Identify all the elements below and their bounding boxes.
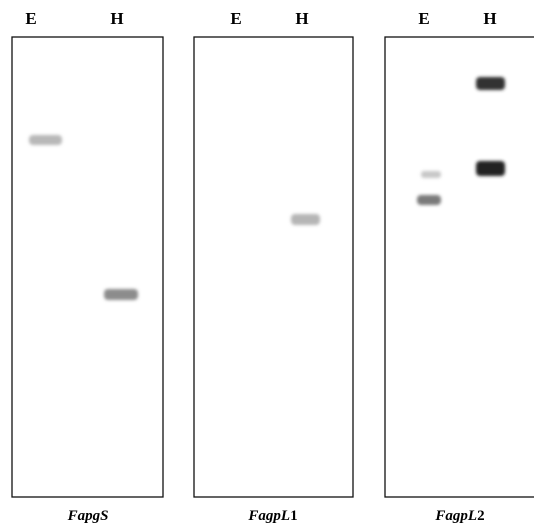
band: [476, 161, 505, 176]
band: [417, 195, 441, 205]
lane-label: E: [25, 9, 36, 28]
panel: E H FagpL1: [194, 9, 353, 524]
panel: E H FapgS: [12, 9, 163, 524]
panel: E H FagpL2: [385, 9, 534, 524]
band: [476, 77, 505, 90]
lane-label: H: [110, 9, 123, 28]
caption: FagpL2: [434, 508, 484, 524]
caption: FapgS: [67, 508, 109, 524]
blot-figure: E H FapgS E H FagpL1 E H FagpL2: [0, 0, 534, 527]
lane-label: E: [230, 9, 241, 28]
lane-label: H: [483, 9, 496, 28]
caption-gene: FagpL: [247, 508, 290, 524]
membrane: [385, 37, 534, 497]
lane-label: E: [418, 9, 429, 28]
membrane: [194, 37, 353, 497]
caption-suffix: 2: [477, 508, 485, 524]
band: [291, 214, 320, 225]
caption-gene: FapgS: [67, 508, 109, 524]
caption-gene: FagpL: [434, 508, 477, 524]
membrane: [12, 37, 163, 497]
caption: FagpL1: [247, 508, 297, 524]
band: [29, 135, 62, 145]
band: [104, 289, 138, 300]
band: [421, 171, 441, 178]
lane-label: H: [295, 9, 308, 28]
caption-suffix: 1: [290, 508, 298, 524]
